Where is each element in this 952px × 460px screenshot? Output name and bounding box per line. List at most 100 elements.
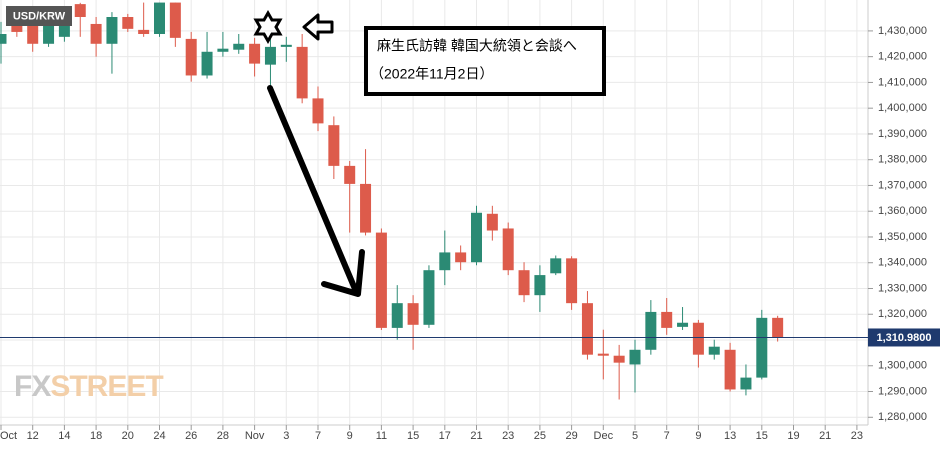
x-tick-label: 13 — [724, 430, 736, 442]
x-tick-label: 20 — [122, 430, 134, 442]
candle-body — [360, 183, 372, 233]
candle-body — [185, 38, 197, 76]
x-tick-label: 15 — [756, 430, 768, 442]
y-tick-label: 1,390,000 — [878, 128, 927, 140]
x-tick-label: 18 — [90, 430, 102, 442]
x-tick-label: Dec — [594, 430, 614, 442]
candle-body — [613, 355, 625, 363]
candle-body — [629, 349, 641, 365]
y-tick-label: 1,360,000 — [878, 205, 927, 217]
symbol-box — [6, 6, 72, 26]
candle-body — [486, 213, 498, 231]
candle-body — [249, 43, 261, 64]
last-price-box — [868, 328, 940, 347]
star-marker — [253, 9, 283, 45]
candle-body — [423, 270, 435, 325]
candle-body — [169, 2, 181, 38]
candle-body — [518, 270, 530, 296]
x-tick-label: 17 — [439, 430, 451, 442]
x-tick-label: 9 — [695, 430, 701, 442]
candle-body — [534, 275, 546, 296]
candle-body — [502, 228, 514, 271]
candle-body — [581, 303, 593, 355]
y-tick-label: 1,300,000 — [878, 360, 927, 372]
candle-body — [407, 303, 419, 325]
candle-body — [90, 23, 102, 44]
candle-body — [756, 317, 768, 378]
candle-body — [122, 17, 134, 29]
x-tick-label: 23 — [502, 430, 514, 442]
x-tick-label: 7 — [664, 430, 670, 442]
candle-body — [375, 232, 387, 328]
x-tick-label: Nov — [245, 430, 265, 442]
y-tick-label: 1,320,000 — [878, 308, 927, 320]
y-tick-label: 1,330,000 — [878, 282, 927, 294]
candle-body — [264, 46, 276, 65]
candle-body — [27, 21, 39, 44]
y-tick-label: 1,410,000 — [878, 76, 927, 88]
symbol: USD/KRW — [13, 10, 66, 22]
last-price-label: 1,310.9800 — [876, 332, 931, 344]
candle-body — [280, 44, 292, 47]
y-tick-label: 1,400,000 — [878, 102, 927, 114]
watermark-fx: FX — [14, 370, 51, 403]
candle-body — [0, 34, 7, 44]
candle-body — [201, 51, 213, 76]
axes: 1,280,0001,290,0001,300,0001,310,0001,32… — [0, 25, 927, 442]
x-tick-label: 21 — [470, 430, 482, 442]
x-tick-label: 28 — [217, 430, 229, 442]
candle-body — [106, 17, 118, 44]
candle-body — [138, 29, 150, 34]
y-tick-label: 1,290,000 — [878, 385, 927, 397]
candle-body — [550, 258, 562, 274]
x-tick-label: 19 — [787, 430, 799, 442]
y-tick-label: 1,280,000 — [878, 411, 927, 423]
annotation-line: 麻生氏訪韓 韓国大統領と会談へ — [377, 38, 577, 54]
candle-body — [566, 258, 578, 304]
candle-body — [597, 353, 609, 356]
y-tick-label: 1,340,000 — [878, 257, 927, 269]
x-tick-label: 29 — [565, 430, 577, 442]
x-tick-label: Oct — [0, 430, 17, 442]
candle-body — [455, 252, 467, 263]
watermark-text: FXSTREET — [14, 370, 163, 403]
candles — [0, 2, 784, 400]
candle-body — [296, 46, 308, 99]
x-tick-label: 21 — [819, 430, 831, 442]
x-tick-label: 7 — [315, 430, 321, 442]
candle-body — [217, 48, 229, 52]
candle-body — [740, 377, 752, 390]
x-tick-label: 23 — [851, 430, 863, 442]
y-tick-label: 1,370,000 — [878, 179, 927, 191]
candle-body — [43, 21, 55, 44]
candle-body — [724, 349, 736, 390]
candle-body — [344, 165, 356, 184]
y-tick-label: 1,350,000 — [878, 231, 927, 243]
candle-body — [772, 317, 784, 338]
candle-body — [58, 23, 70, 37]
x-tick-label: 12 — [27, 430, 39, 442]
x-tick-label: 14 — [58, 430, 70, 442]
candle-body — [645, 311, 657, 350]
annotation-line: （2022年11月2日） — [370, 66, 493, 82]
x-tick-label: 24 — [153, 430, 165, 442]
candle-body — [233, 43, 245, 50]
candle-body — [74, 4, 86, 17]
watermark-street: STREET — [50, 370, 163, 403]
x-tick-label: 26 — [185, 430, 197, 442]
candle-body — [708, 346, 720, 355]
annotation-box — [364, 26, 606, 96]
candle-body — [312, 98, 324, 124]
x-tick-label: 3 — [283, 430, 289, 442]
trend-arrow — [267, 85, 358, 292]
watermark: FXSTREET — [14, 370, 164, 403]
x-tick-label: 15 — [407, 430, 419, 442]
y-tick-label: 1,430,000 — [878, 25, 927, 37]
x-tick-label: 9 — [347, 430, 353, 442]
x-tick-label: 11 — [376, 430, 387, 442]
candle-body — [328, 125, 340, 166]
candle-body — [154, 2, 165, 34]
candle-body — [677, 322, 689, 327]
y-tick-label: 1,380,000 — [878, 154, 927, 166]
